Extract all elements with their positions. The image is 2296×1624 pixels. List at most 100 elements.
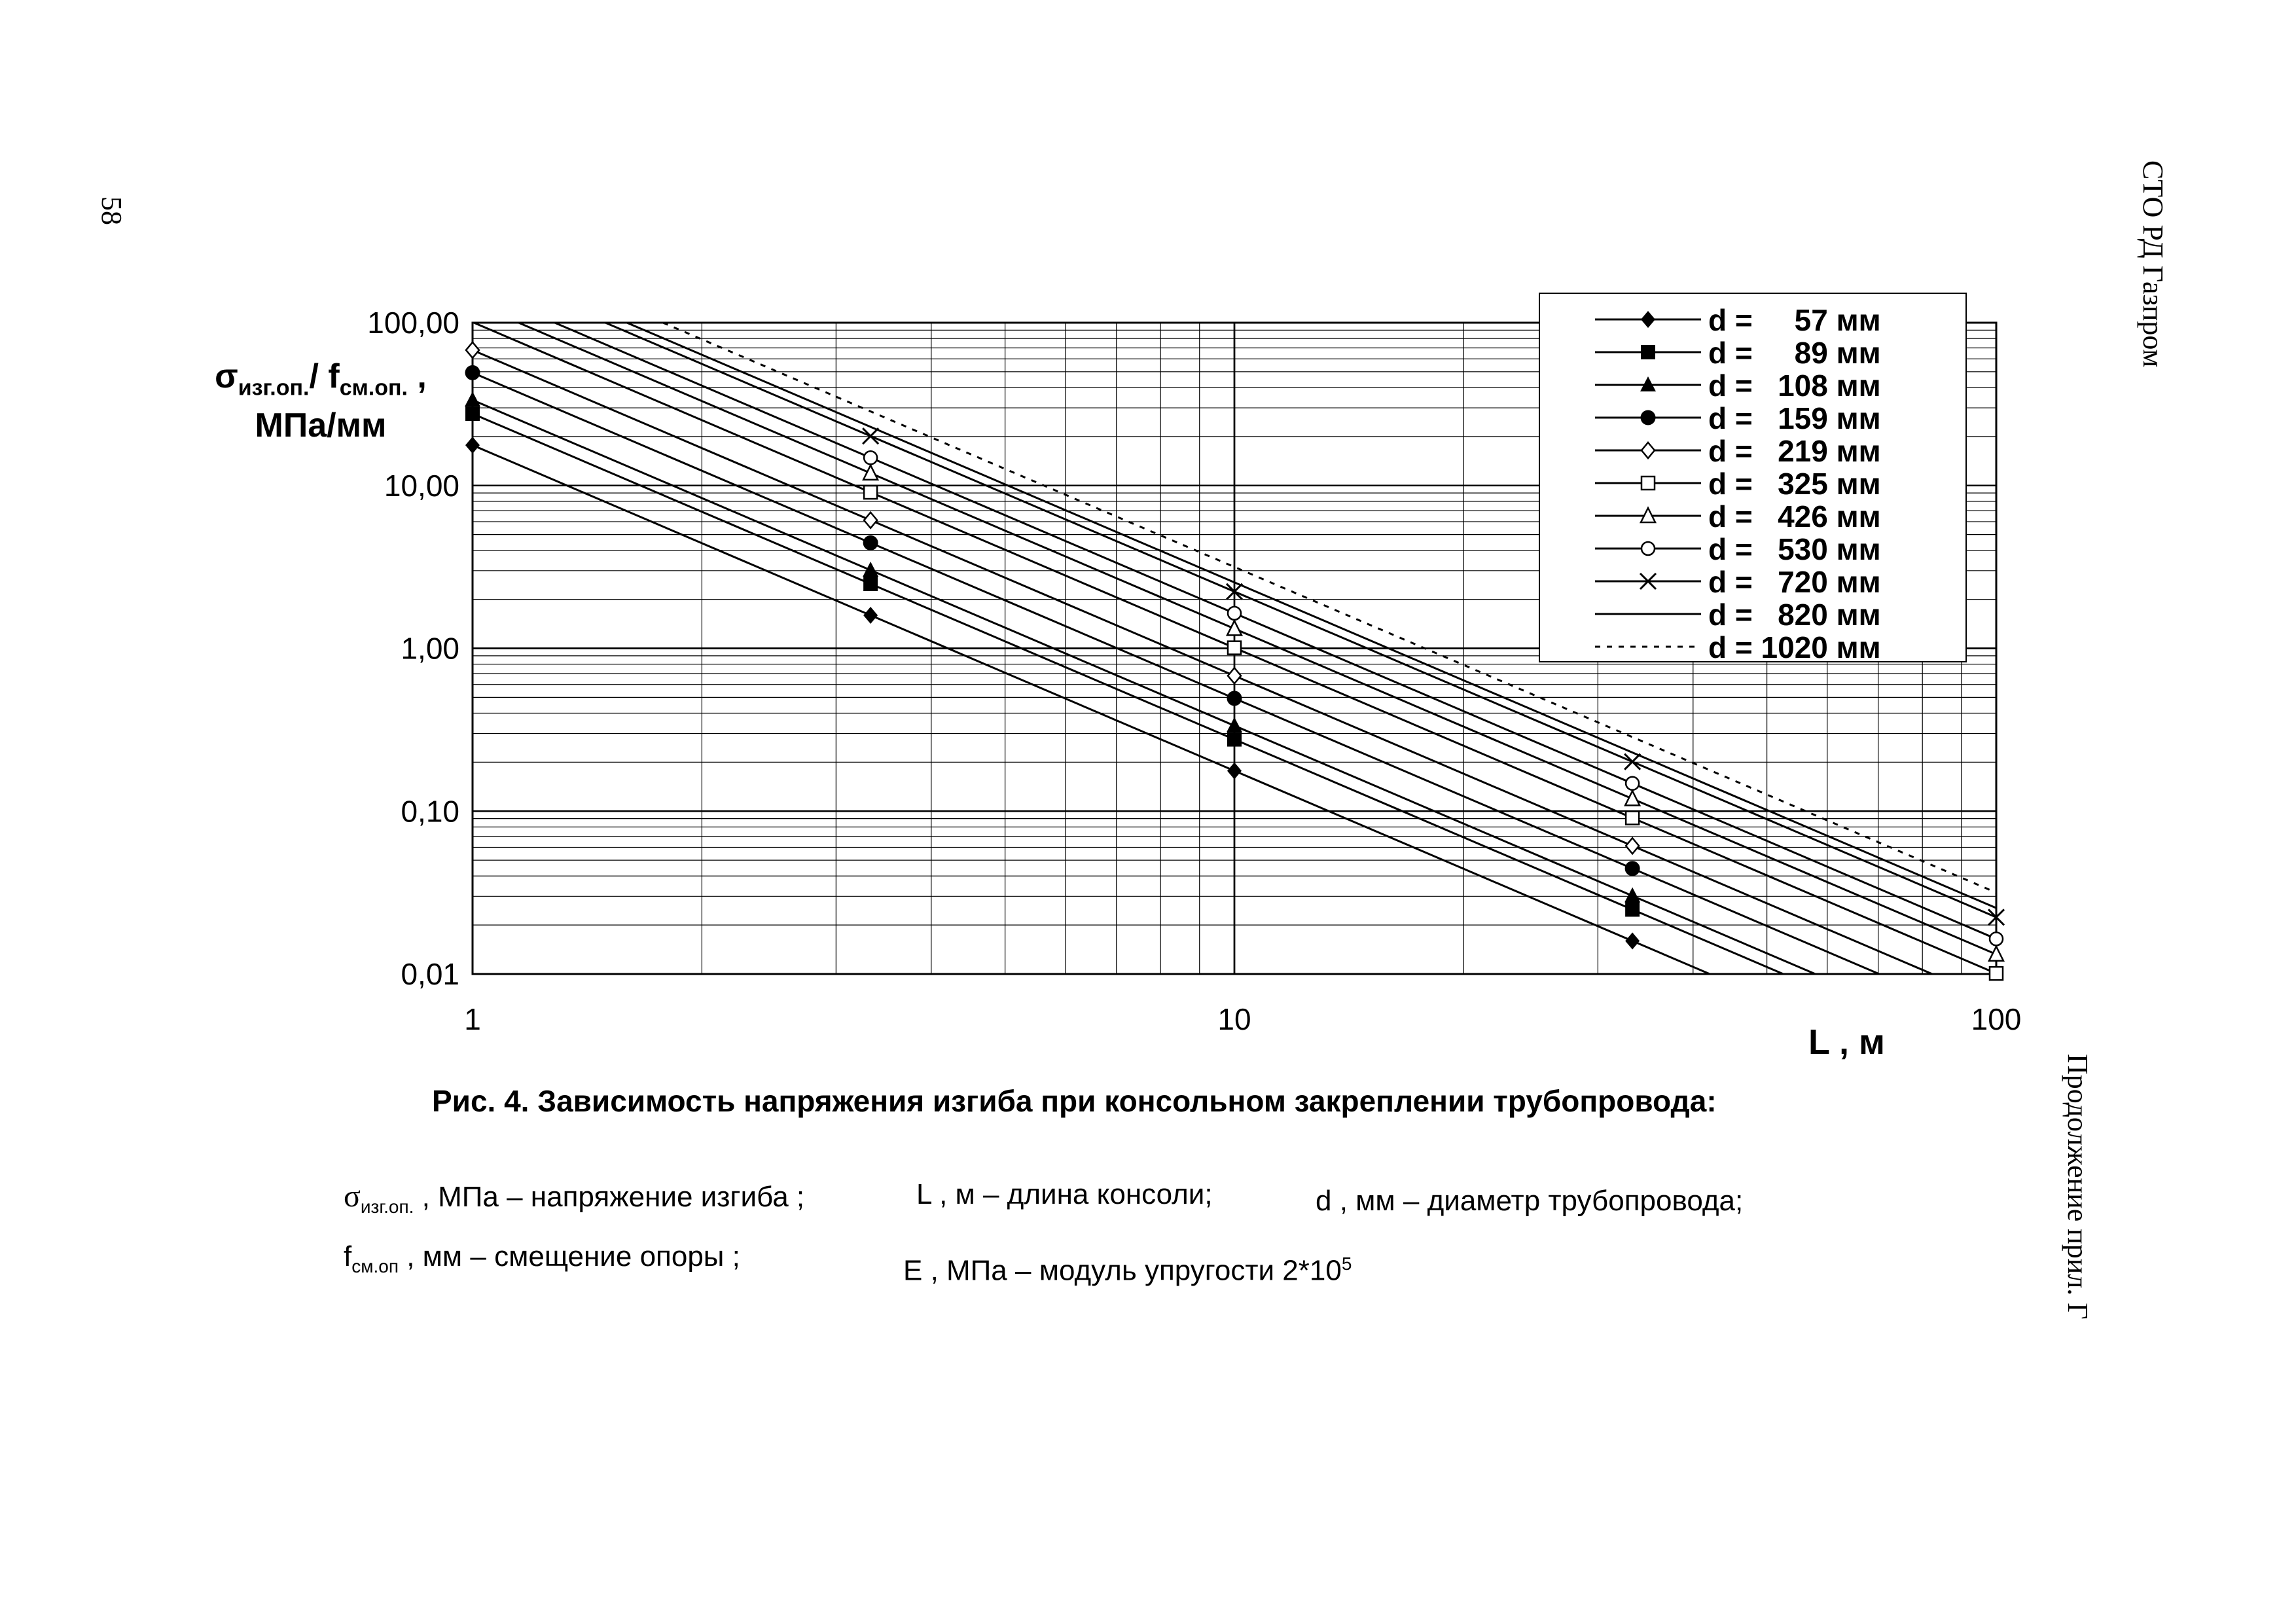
marker-diamond-filled (1641, 311, 1655, 328)
marker-circle-filled (1640, 410, 1656, 425)
series-line-0 (472, 444, 1710, 975)
y-label-mid: / f (309, 357, 340, 395)
legend-entry-label: d = 89 мм (1708, 336, 1881, 370)
sigma-description: σизг.оп. , МПа – напряжение изгиба ; (344, 1178, 804, 1218)
sigma-symbol: σ (344, 1179, 361, 1214)
legend-entry-label: d = 219 мм (1708, 434, 1881, 468)
y-tick-label: 100,00 (367, 306, 459, 340)
marker-x (1624, 753, 1641, 770)
marker-circle-filled (1624, 861, 1640, 876)
marker-circle-open (1640, 541, 1656, 556)
legend-entry-label: d = 159 мм (1708, 401, 1881, 435)
y-label-units: МПа/мм (255, 406, 387, 445)
marker-triangle-open (1639, 506, 1657, 524)
marker-x-stroke (1225, 583, 1244, 600)
legend-entry-label: d = 325 мм (1708, 467, 1881, 501)
length-description: L , м – длина консоли; (916, 1178, 1213, 1210)
legend-entry-label: d = 530 мм (1708, 532, 1881, 566)
legend-entry-label: d = 108 мм (1708, 369, 1881, 403)
marker-square-open (863, 484, 878, 500)
marker-circle-open (1624, 776, 1640, 791)
y-label-symbol: σ (215, 357, 238, 395)
series-line-8 (605, 321, 1997, 918)
marker-triangle-filled (863, 562, 879, 577)
y-tick-label: 0,10 (401, 794, 459, 828)
y-label-sub1: изг.оп. (238, 375, 310, 401)
sigma-desc: , МПа – напряжение изгиба ; (414, 1181, 805, 1213)
marker-circle-filled (863, 535, 878, 550)
marker-circle-open (863, 450, 878, 465)
e-desc: E , МПа – модуль упругости 2*10 (903, 1254, 1342, 1287)
marker-triangle-open (1225, 619, 1244, 636)
marker-circle-filled (465, 365, 480, 380)
marker-x (1225, 583, 1244, 600)
figure-caption: Рис. 4. Зависимость напряжения изгиба пр… (432, 1084, 1717, 1118)
legend-entry-label: d = 426 мм (1708, 499, 1881, 533)
e-sup: 5 (1341, 1254, 1352, 1274)
y-tick-label: 0,01 (401, 957, 459, 991)
marker-x-stroke (1639, 572, 1657, 590)
series-line-6 (518, 321, 1997, 956)
series-line-7 (554, 321, 1997, 940)
legend-entry-label: d = 57 мм (1708, 303, 1881, 337)
series-line-4 (472, 349, 1933, 975)
modulus-description: E , МПа – модуль упругости 2*105 (903, 1254, 1352, 1288)
marker-square-filled (1227, 732, 1242, 747)
marker-triangle-open (1987, 945, 2005, 962)
marker-square-filled (465, 406, 480, 422)
x-tick-label: 10 (1217, 1002, 1251, 1036)
marker-triangle-filled (1227, 717, 1242, 732)
marker-triangle-open (862, 463, 880, 481)
displacement-description: fсм.оп , мм – смещение опоры ; (344, 1240, 740, 1277)
marker-x (1987, 909, 2005, 926)
marker-triangle-filled (1640, 376, 1656, 391)
marker-circle-open (1227, 605, 1242, 621)
marker-square-open (1227, 640, 1242, 655)
marker-x (1639, 572, 1657, 590)
marker-diamond-filled (465, 437, 480, 454)
marker-diamond-open (1640, 441, 1656, 460)
legend-entry-label: d = 820 мм (1708, 598, 1881, 632)
x-tick-label: 1 (464, 1002, 481, 1036)
legend-entry-label: d = 1020 мм (1708, 630, 1881, 664)
marker-diamond-filled (1625, 932, 1640, 950)
legend-box (1539, 293, 1967, 662)
legend-entry-label: d = 720 мм (1708, 565, 1881, 599)
y-axis-label: σизг.оп./ fсм.оп. , МПа/мм (196, 357, 445, 445)
series-line-1 (472, 412, 1784, 975)
marker-x (862, 427, 880, 445)
f-symbol: f (344, 1240, 352, 1272)
x-axis-label: L , м (1808, 1022, 1885, 1062)
marker-diamond-open (863, 511, 878, 530)
marker-circle-open (1988, 931, 2004, 947)
marker-triangle-filled (465, 391, 480, 407)
marker-triangle-open (1624, 789, 1641, 806)
series-line-3 (472, 372, 1880, 975)
marker-square-open (1988, 965, 2004, 981)
marker-x-stroke (1624, 753, 1641, 770)
series-line-2 (472, 399, 1816, 975)
marker-x-stroke (1987, 909, 2005, 926)
marker-square-open (1624, 810, 1640, 825)
y-label-tail: , (407, 357, 427, 395)
sigma-sub: изг.оп. (360, 1196, 414, 1217)
marker-circle-filled (1227, 691, 1242, 706)
marker-diamond-filled (1227, 762, 1242, 780)
marker-square-filled (1625, 902, 1640, 917)
marker-square-filled (1641, 345, 1655, 359)
series-line-9 (626, 321, 1997, 909)
f-sub: см.оп (351, 1255, 399, 1276)
y-tick-label: 1,00 (401, 632, 459, 666)
marker-triangle-filled (1624, 887, 1641, 903)
marker-x-stroke (862, 427, 880, 445)
diameter-description: d , мм – диаметр трубопровода; (1316, 1185, 1744, 1217)
f-desc: , мм – смещение опоры ; (399, 1240, 740, 1272)
marker-square-filled (863, 576, 878, 591)
marker-diamond-open (1227, 666, 1242, 685)
marker-diamond-filled (863, 606, 878, 624)
y-tick-label: 10,00 (384, 469, 459, 503)
marker-diamond-open (465, 340, 480, 359)
marker-square-open (1640, 475, 1656, 491)
marker-diamond-open (1624, 837, 1640, 856)
